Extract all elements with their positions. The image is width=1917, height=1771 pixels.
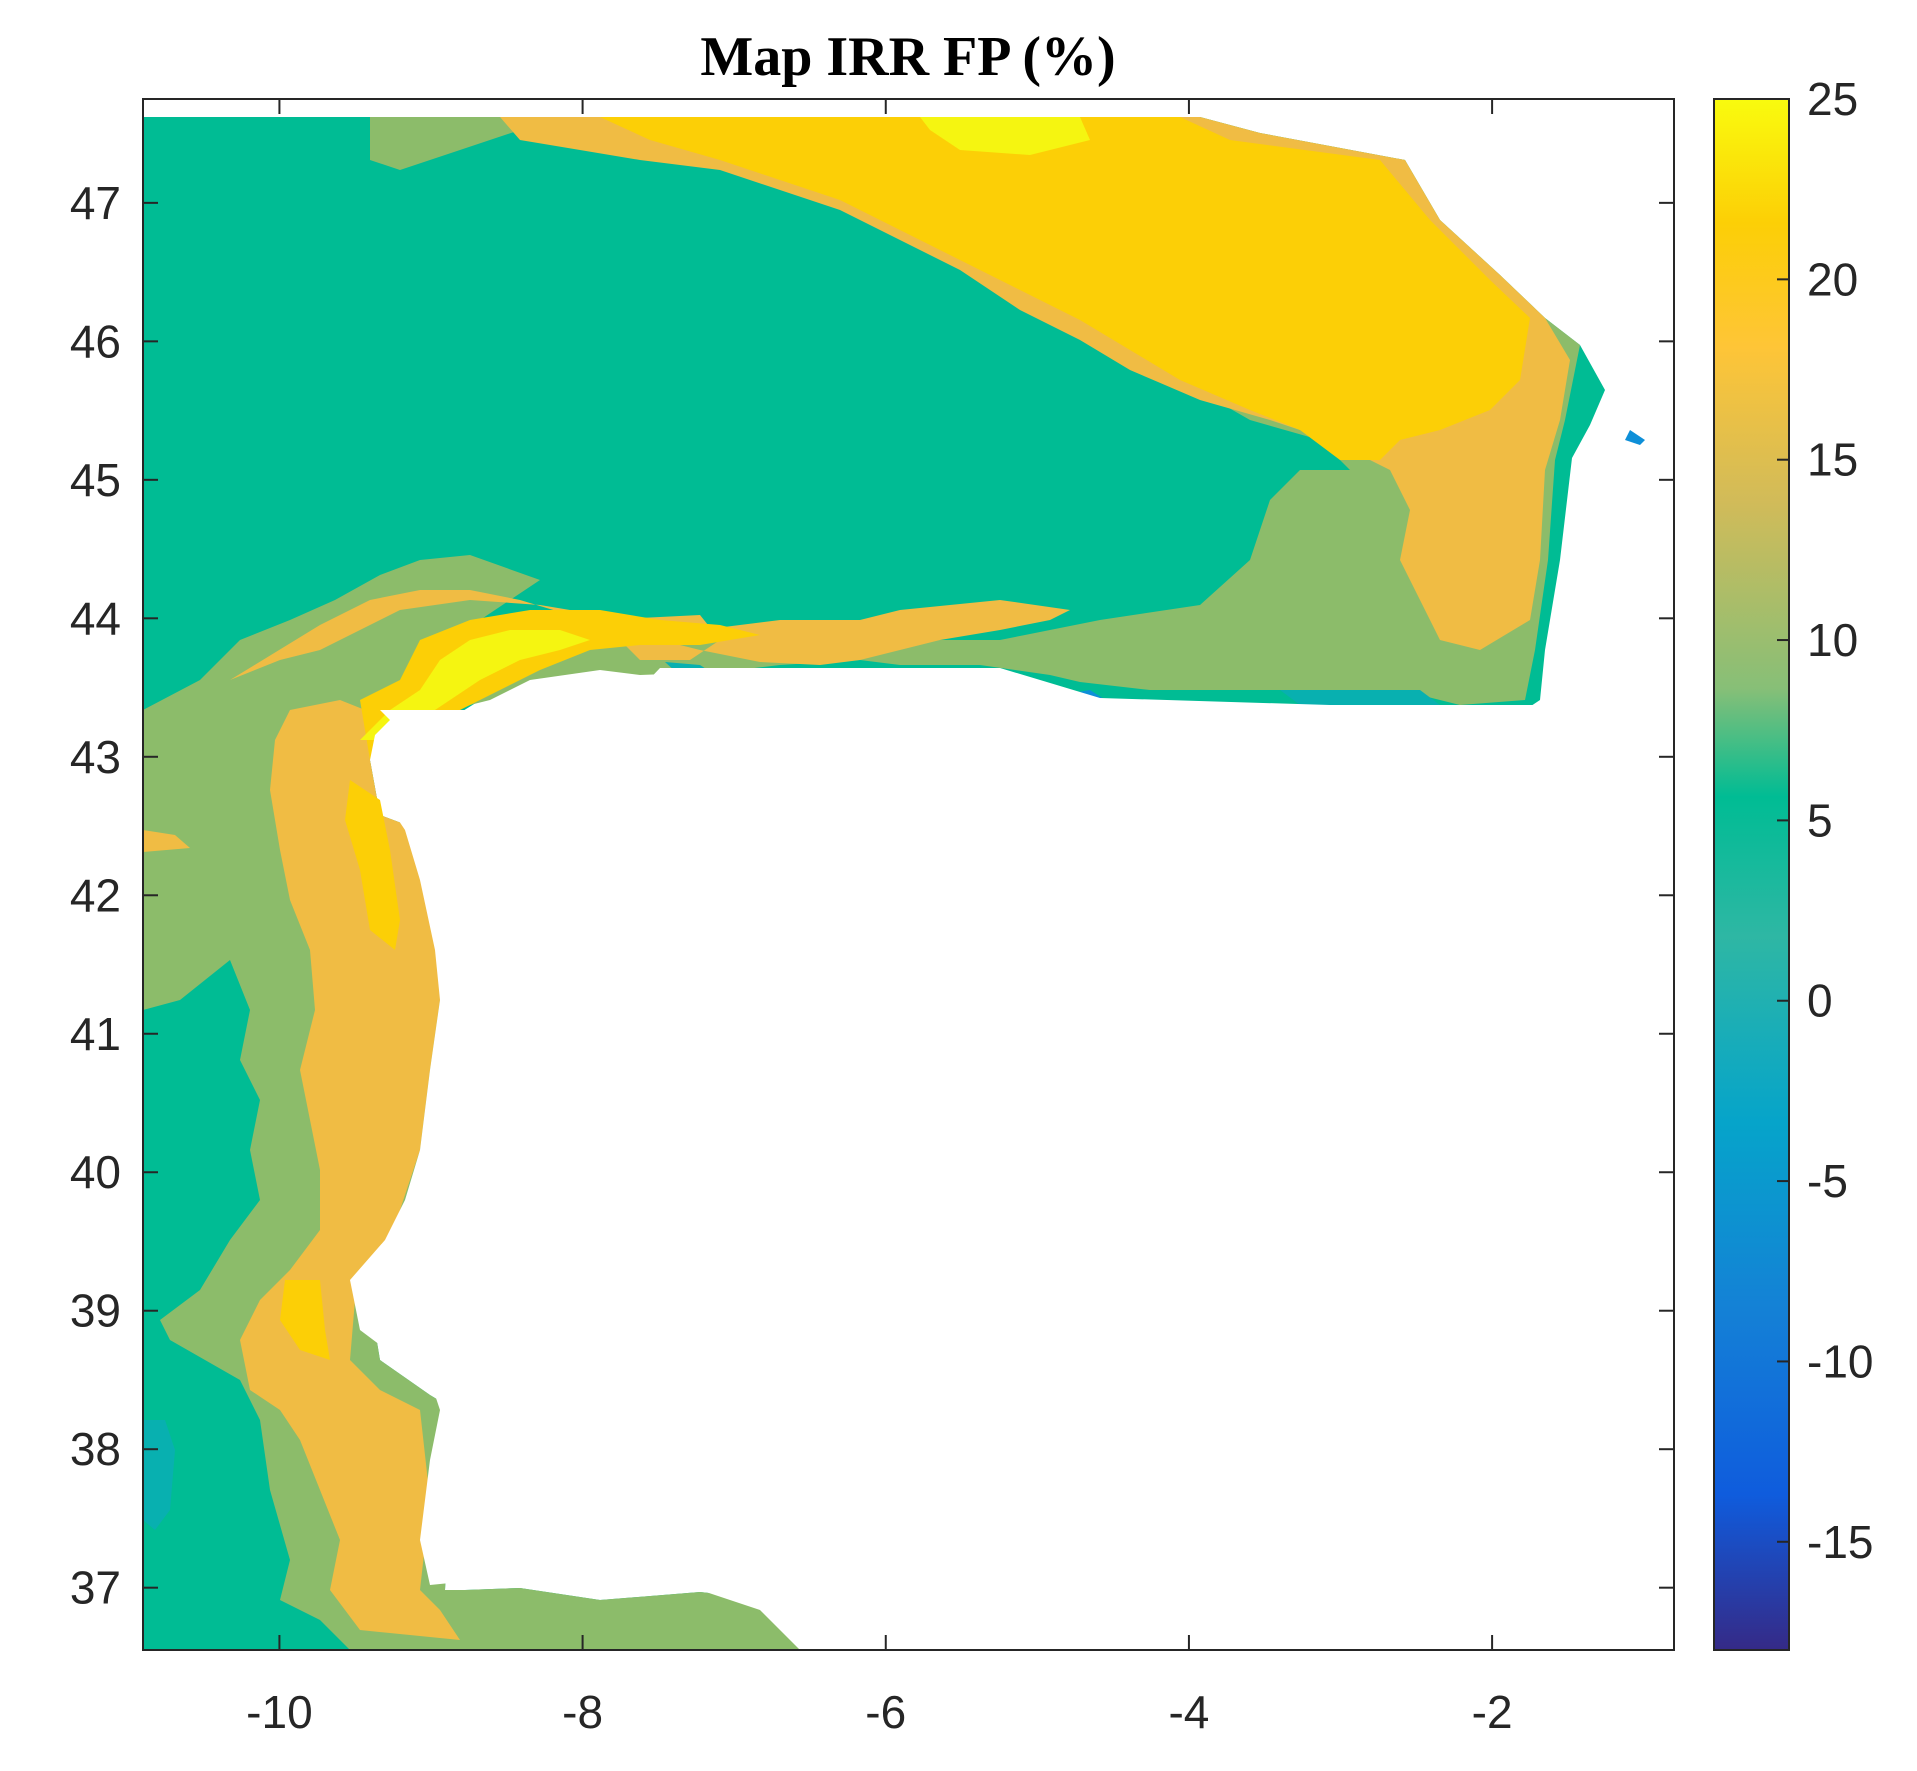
plot-frame <box>142 98 1675 1651</box>
y-tick-label: 40 <box>70 1146 121 1198</box>
contour-level-24 <box>920 117 1090 155</box>
colorbar-tick-label: -10 <box>1807 1335 1873 1387</box>
chart-title: Map IRR FP (%) <box>700 26 1115 88</box>
colorbar-ticks: 25 20 15 10 5 0 -5 -10 -15 <box>1777 73 1873 1568</box>
y-tick-label: 43 <box>70 731 121 783</box>
contour-level-16 <box>230 590 1070 1640</box>
y-tick-label: 39 <box>70 1285 121 1337</box>
contour-level-20 <box>345 780 400 950</box>
colorbar-tick-label: 20 <box>1807 253 1858 305</box>
colorbar-tick-label: 15 <box>1807 434 1858 486</box>
colorbar-tick-label: 25 <box>1807 73 1858 125</box>
contour-level-20 <box>600 117 1530 460</box>
contour-level-1 <box>143 1420 175 1530</box>
x-axis-ticks: -10 -8 -6 -4 -2 <box>246 99 1513 1738</box>
x-tick-label: -4 <box>1168 1686 1209 1738</box>
colorbar-tick-label: -5 <box>1807 1155 1848 1207</box>
y-tick-label: 47 <box>70 177 121 229</box>
contour-level-3 <box>143 117 1605 1650</box>
contour-level-20 <box>280 1280 330 1360</box>
colorbar <box>1713 98 1790 1651</box>
y-tick-label: 37 <box>70 1562 121 1614</box>
y-axis-ticks: 37 38 39 40 41 42 43 44 45 46 47 <box>70 177 1674 1614</box>
contour-level-16 <box>143 830 190 852</box>
y-tick-label: 41 <box>70 1008 121 1060</box>
contour-level-6 <box>1625 430 1645 445</box>
y-tick-label: 38 <box>70 1423 121 1475</box>
x-tick-label: -6 <box>865 1686 906 1738</box>
x-tick-label: -2 <box>1472 1686 1513 1738</box>
colorbar-tick-label: -15 <box>1807 1516 1873 1568</box>
y-tick-label: 44 <box>70 592 121 644</box>
contour-level-1 <box>1280 690 1440 705</box>
land-mask <box>350 668 1674 1650</box>
colorbar-tick-label: 0 <box>1807 975 1833 1027</box>
y-tick-label: 42 <box>70 869 121 921</box>
x-tick-label: -8 <box>562 1686 603 1738</box>
x-tick-label: -10 <box>246 1686 312 1738</box>
y-tick-label: 46 <box>70 315 121 367</box>
y-tick-label: 45 <box>70 454 121 506</box>
colorbar-tick-label: 10 <box>1807 614 1858 666</box>
colorbar-tick-label: 5 <box>1807 794 1833 846</box>
